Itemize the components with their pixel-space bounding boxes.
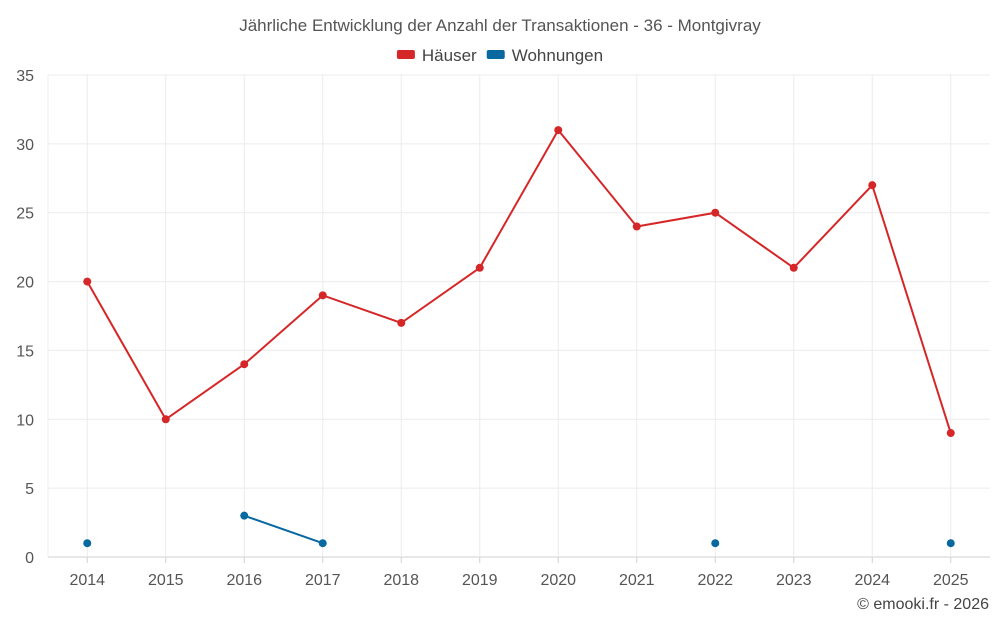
y-tick-label: 15 xyxy=(16,343,34,360)
data-point[interactable] xyxy=(240,511,249,520)
x-tick-label: 2025 xyxy=(933,572,969,589)
data-point[interactable] xyxy=(711,539,720,548)
x-tick-label: 2024 xyxy=(854,572,890,589)
data-point[interactable] xyxy=(632,222,641,231)
data-point[interactable] xyxy=(711,208,720,217)
x-axis: 2014 2015 2016 2017 2018 2019 2020 2021 2022 2023… xyxy=(69,572,968,589)
series-line xyxy=(243,514,324,545)
y-tick-label: 10 xyxy=(16,412,34,429)
data-point[interactable] xyxy=(946,429,955,438)
x-tick-label: 2018 xyxy=(383,572,419,589)
y-tick-label: 35 xyxy=(16,68,34,85)
series-line xyxy=(86,128,952,434)
legend: Häuser Wohnungen xyxy=(396,46,603,65)
chart-title: Jährliche Entwicklung der Anzahl der Tra… xyxy=(239,16,761,35)
x-tick-label: 2019 xyxy=(462,572,498,589)
data-point[interactable] xyxy=(83,277,92,286)
data-point[interactable] xyxy=(318,291,327,300)
y-tick-label: 20 xyxy=(16,275,34,292)
x-tick-label: 2016 xyxy=(226,572,262,589)
x-tick-label: 2022 xyxy=(697,572,733,589)
x-tick-label: 2023 xyxy=(776,572,812,589)
data-point[interactable] xyxy=(946,539,955,548)
y-tick-label: 0 xyxy=(25,550,34,567)
legend-label: Wohnungen xyxy=(512,46,603,65)
y-axis: 0 5 10 15 20 25 30 35 xyxy=(16,68,34,567)
data-point[interactable] xyxy=(554,126,563,135)
data-point[interactable] xyxy=(240,360,249,369)
y-tick-label: 25 xyxy=(16,206,34,223)
y-tick-label: 30 xyxy=(16,137,34,154)
data-point[interactable] xyxy=(83,539,92,548)
x-tick-label: 2015 xyxy=(148,572,184,589)
grid xyxy=(47,74,990,563)
series-haeuser xyxy=(83,126,955,438)
x-tick-label: 2017 xyxy=(305,572,341,589)
y-tick-label: 5 xyxy=(25,481,34,498)
series-wohnungen xyxy=(83,511,955,548)
data-point[interactable] xyxy=(868,181,877,190)
x-tick-label: 2014 xyxy=(69,572,105,589)
legend-item[interactable]: Wohnungen xyxy=(486,46,603,65)
legend-swatch xyxy=(396,50,415,59)
data-point[interactable] xyxy=(161,415,170,424)
x-tick-label: 2020 xyxy=(540,572,576,589)
x-tick-label: 2021 xyxy=(619,572,655,589)
legend-swatch xyxy=(486,50,505,59)
legend-item[interactable]: Häuser xyxy=(396,46,477,65)
data-point[interactable] xyxy=(397,318,406,327)
data-point[interactable] xyxy=(318,539,327,548)
data-point[interactable] xyxy=(475,263,484,272)
series-layer xyxy=(83,126,955,548)
data-point[interactable] xyxy=(789,263,798,272)
legend-label: Häuser xyxy=(422,46,477,65)
credit-text: © emooki.fr - 2026 xyxy=(857,596,989,613)
